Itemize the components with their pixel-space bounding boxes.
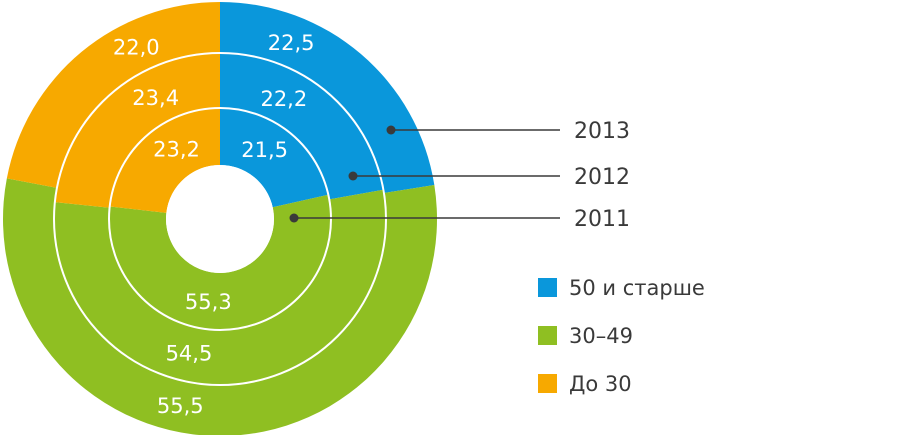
ring-divider-2 — [53, 52, 387, 386]
slice-2013-0 — [220, 2, 435, 194]
slice-2013-1 — [3, 178, 437, 435]
legend-swatch-1 — [538, 326, 557, 345]
slice-2011-1 — [109, 194, 331, 331]
legend: 50 и старше 30–49 До 30 — [538, 276, 705, 396]
callout-dot-2012 — [348, 171, 358, 181]
year-label-2013: 2013 — [574, 119, 630, 144]
donut-hole — [166, 165, 274, 273]
slice-2011-2 — [109, 108, 220, 213]
value-label-2012-2: 23,4 — [132, 86, 179, 110]
value-labels: 21,5 55,3 23,2 22,2 54,5 23,4 22,5 55,5 22,0 — [113, 31, 315, 418]
slice-2011-0 — [220, 108, 329, 208]
value-label-2011-2: 23,2 — [153, 137, 200, 161]
legend-swatch-0 — [538, 278, 557, 297]
legend-label-1: 30–49 — [569, 324, 633, 348]
value-label-2011-1: 55,3 — [185, 290, 232, 314]
slice-2012-1 — [53, 189, 386, 386]
value-label-2012-0: 22,2 — [260, 87, 307, 111]
year-label-2012: 2012 — [574, 165, 630, 190]
value-label-2013-1: 55,5 — [157, 394, 204, 418]
ring-divider-1 — [108, 107, 332, 331]
callout-dot-2013 — [386, 125, 396, 135]
year-callouts: 2013 2012 2011 — [289, 119, 630, 232]
slice-2013-2 — [6, 2, 220, 188]
value-label-2012-1: 54,5 — [166, 341, 213, 365]
year-label-2011: 2011 — [574, 207, 630, 232]
legend-label-2: До 30 — [569, 372, 632, 396]
callout-dot-2011 — [289, 213, 299, 223]
slice-2012-2 — [54, 53, 220, 208]
ring-dividers — [53, 52, 387, 386]
value-label-2013-0: 22,5 — [268, 31, 315, 55]
value-label-2013-2: 22,0 — [113, 35, 160, 59]
legend-label-0: 50 и старше — [569, 276, 705, 300]
value-label-2011-0: 21,5 — [241, 138, 288, 162]
slice-2012-0 — [220, 53, 384, 200]
chart-slices — [3, 2, 437, 435]
legend-swatch-2 — [538, 374, 557, 393]
